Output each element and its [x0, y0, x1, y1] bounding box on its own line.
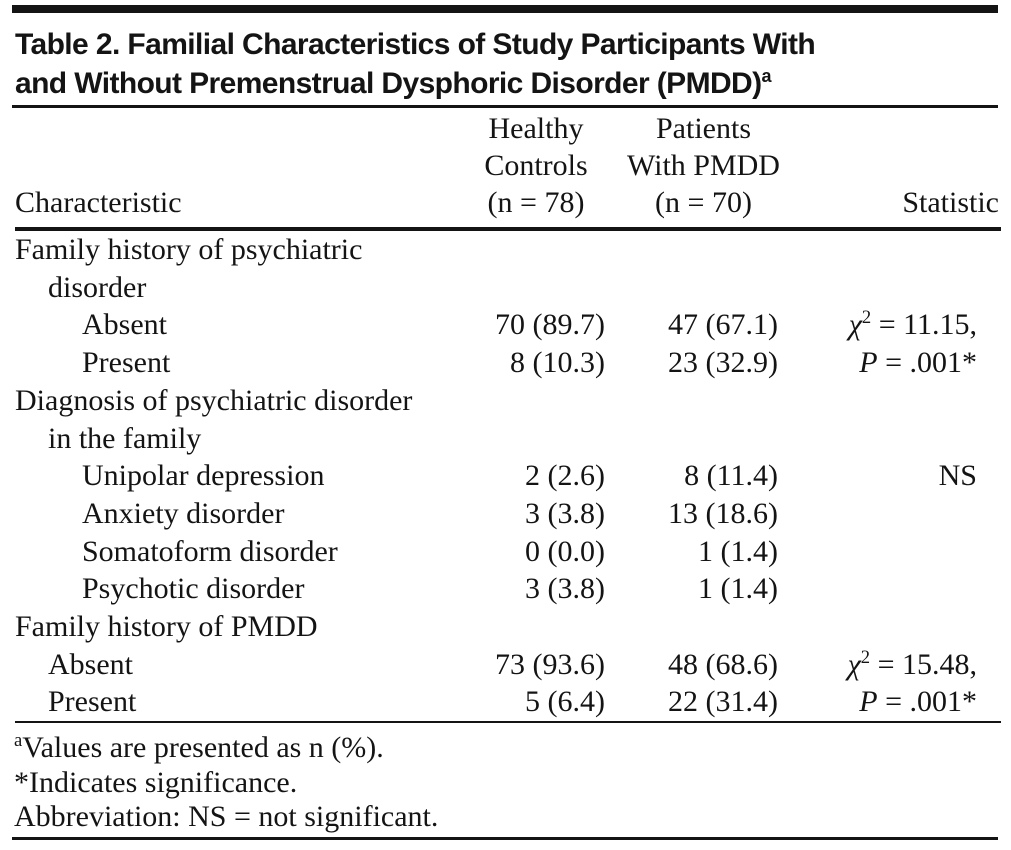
- row-label: disorder: [48, 270, 147, 304]
- row-label: Absent: [48, 647, 133, 681]
- row-label: in the family: [48, 421, 202, 455]
- table-row: in the family: [15, 420, 1001, 458]
- familial-characteristics-table: Characteristic Healthy Controls (n = 78)…: [15, 110, 1001, 724]
- row-label: Absent: [82, 308, 167, 342]
- cell-patients-pmdd: 23 (32.9): [668, 346, 778, 380]
- cell-statistic: χ2 = 15.48,: [847, 646, 977, 681]
- bottom-rule-bar: [12, 836, 998, 840]
- cell-healthy-controls: 3 (3.8): [525, 572, 605, 606]
- cell-healthy-controls: 3 (3.8): [525, 496, 605, 530]
- table-row: disorder: [15, 269, 1001, 307]
- cell-patients-pmdd: 1 (1.4): [698, 534, 778, 568]
- row-label: Diagnosis of psychiatric disorder: [15, 383, 413, 417]
- header-patients-pmdd-n: (n = 70): [655, 186, 752, 219]
- footnote-marker-a: a: [14, 730, 23, 752]
- table-row: Family history of PMDD: [15, 608, 1001, 646]
- cell-healthy-controls: 73 (93.6): [495, 647, 605, 681]
- table-header: Characteristic Healthy Controls (n = 78)…: [15, 110, 1001, 231]
- header-healthy-controls-line1: Healthy: [488, 112, 584, 145]
- footnote-significance: *Indicates significance.: [14, 765, 298, 799]
- table-row: Anxiety disorder 3 (3.8) 13 (18.6): [15, 495, 1001, 533]
- cell-patients-pmdd: 8 (11.4): [684, 459, 778, 493]
- table-row: Present 5 (6.4) 22 (31.4) P = .001*: [15, 683, 1001, 722]
- footnote-abbreviation: Abbreviation: NS = not significant.: [14, 800, 439, 834]
- row-label: Anxiety disorder: [82, 496, 285, 530]
- cell-statistic: NS: [938, 459, 977, 493]
- row-label: Psychotic disorder: [82, 572, 305, 606]
- cell-patients-pmdd: 22 (31.4): [668, 685, 778, 719]
- cell-patients-pmdd: 13 (18.6): [668, 496, 778, 530]
- cell-patients-pmdd: 48 (68.6): [668, 647, 778, 681]
- top-rule-bar: [12, 5, 998, 13]
- header-patients-pmdd: Patients With PMDD (n = 70): [616, 110, 791, 231]
- cell-patients-pmdd: 47 (67.1): [668, 308, 778, 342]
- table-footnotes: aValues are presented as n (%). *Indicat…: [14, 731, 999, 835]
- table-row: Diagnosis of psychiatric disorder: [15, 382, 1001, 420]
- table-row: Absent 73 (93.6) 48 (68.6) χ2 = 15.48,: [15, 646, 1001, 684]
- table-row: Psychotic disorder 3 (3.8) 1 (1.4): [15, 570, 1001, 608]
- header-statistic: Statistic: [791, 110, 1001, 231]
- table-row: Family history of psychiatric: [15, 229, 1001, 269]
- title-divider-rule: [12, 105, 998, 108]
- header-patients-pmdd-line1: Patients: [656, 112, 751, 145]
- table-title-footnote-marker: a: [761, 66, 772, 86]
- cell-statistic: P = .001*: [859, 685, 977, 719]
- cell-statistic: χ2 = 11.15,: [848, 307, 977, 342]
- table-row: Unipolar depression 2 (2.6) 8 (11.4) NS: [15, 457, 1001, 495]
- row-label: Present: [82, 346, 171, 380]
- header-healthy-controls-n: (n = 78): [487, 186, 585, 219]
- footnote-values: aValues are presented as n (%).: [14, 730, 384, 765]
- table-title: Table 2. Familial Characteristics of Stu…: [15, 25, 1001, 103]
- row-label: Unipolar depression: [82, 459, 325, 493]
- cell-patients-pmdd: 1 (1.4): [698, 572, 778, 606]
- cell-healthy-controls: 0 (0.0): [525, 534, 605, 568]
- cell-statistic: P = .001*: [859, 346, 977, 380]
- table-row: Present 8 (10.3) 23 (32.9) P = .001*: [15, 344, 1001, 382]
- row-label: Family history of PMDD: [15, 610, 318, 644]
- cell-healthy-controls: 2 (2.6): [525, 459, 605, 493]
- header-patients-pmdd-line2: With PMDD: [627, 149, 780, 182]
- table-body: Family history of psychiatric disorder A…: [15, 229, 1001, 722]
- row-label: Somatoform disorder: [82, 534, 338, 568]
- header-row: Characteristic Healthy Controls (n = 78)…: [15, 110, 1001, 231]
- table-row: Somatoform disorder 0 (0.0) 1 (1.4): [15, 533, 1001, 571]
- header-healthy-controls: Healthy Controls (n = 78): [456, 110, 616, 231]
- header-healthy-controls-line2: Controls: [484, 149, 588, 182]
- cell-healthy-controls: 5 (6.4): [525, 685, 605, 719]
- row-label: Present: [48, 685, 137, 719]
- table-title-line2: and Without Premenstrual Dysphoric Disor…: [15, 67, 762, 100]
- cell-healthy-controls: 8 (10.3): [510, 346, 605, 380]
- row-label: Family history of psychiatric: [15, 233, 363, 266]
- header-characteristic: Characteristic: [15, 110, 456, 231]
- table-row: Absent 70 (89.7) 47 (67.1) χ2 = 11.15,: [15, 306, 1001, 344]
- table-title-line1: Table 2. Familial Characteristics of Stu…: [15, 28, 816, 61]
- cell-healthy-controls: 70 (89.7): [495, 308, 605, 342]
